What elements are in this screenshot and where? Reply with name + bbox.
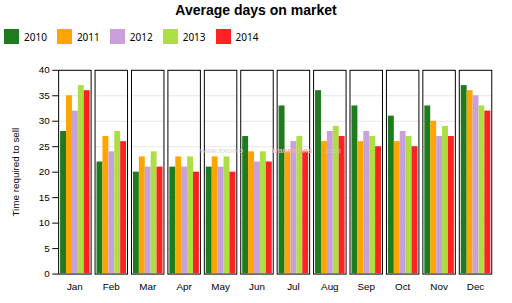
html-text:Average days on market: Average days on market [175,2,337,18]
svg-text:Dec: Dec [467,281,485,292]
html-text:2014: 2014 [235,29,259,44]
svg-text:Oct: Oct [395,281,411,292]
html-text:2011: 2011 [76,29,100,44]
svg-text:Jul: Jul [287,281,300,292]
html-text:2010: 2010 [24,29,47,44]
svg-text:40: 40 [39,64,50,75]
svg-text:.com: .com [324,146,341,155]
svg-text:Aug: Aug [321,281,339,292]
svg-text:10: 10 [39,217,50,228]
svg-text:5: 5 [44,243,50,254]
html-text:2013: 2013 [182,29,206,44]
svg-text:Mar: Mar [139,281,157,292]
html-text:2012: 2012 [129,29,153,44]
svg-text:www.toronto: www.toronto [200,146,244,155]
svg-text:Jun: Jun [249,281,265,292]
svg-text:Sep: Sep [358,281,376,292]
svg-text:15: 15 [39,192,50,203]
svg-text:May: May [211,281,230,292]
svg-text:30: 30 [39,115,50,126]
svg-text:transitions: transitions [272,146,313,155]
svg-text:Jan: Jan [67,281,83,292]
svg-text:Time required to sell: Time required to sell [10,128,21,217]
svg-text:Apr: Apr [176,281,192,292]
svg-text:Feb: Feb [103,281,120,292]
svg-text:25: 25 [39,141,50,152]
svg-text:0: 0 [44,268,50,279]
svg-text:20: 20 [39,166,50,177]
svg-text:Nov: Nov [430,281,448,292]
svg-text:35: 35 [39,90,50,101]
